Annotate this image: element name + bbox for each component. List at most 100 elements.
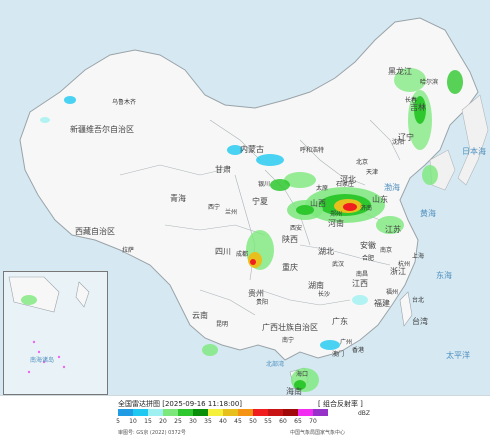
city-urumqi: 乌鲁木齐 [112,99,137,106]
city-hefei: 合肥 [362,255,375,262]
label-jiangsu: 江苏 [385,225,401,234]
south-china-sea-inset [3,271,108,395]
legend-tick-label: 15 [144,418,152,425]
legend-color-bar [118,409,328,416]
legend-swatch [193,409,208,416]
label-guangxi: 广西壮族自治区 [262,323,318,332]
city-guangzhou: 广州 [340,339,353,346]
taiwan-landmass [399,291,413,327]
city-lanzhou: 兰州 [225,209,238,216]
legend-unit: dBZ [358,410,371,417]
label-qinghai: 青海 [170,194,186,203]
radar-echoes [40,68,463,392]
city-fuzhou: 福州 [386,289,399,296]
legend-tick-label: 50 [249,418,257,425]
label-shaanxi: 陕西 [282,235,298,244]
label-zhejiang: 浙江 [390,267,406,276]
label-xinjiang: 新疆维吾尔自治区 [70,125,134,134]
city-hongkong: 香港 [352,347,365,354]
legend-tick-label: 60 [279,418,287,425]
legend-swatch [268,409,283,416]
label-liaoning: 辽宁 [398,133,414,142]
label-yunnan: 云南 [192,311,208,320]
approval-number: 审图号: GS京 (2022) 0372号 [118,430,186,436]
legend-swatch [313,409,328,416]
sea-yellow: 黄海 [420,209,436,218]
legend-swatch [208,409,223,416]
legend-swatch [238,409,253,416]
japan-landmass [457,94,489,186]
city-lhasa: 拉萨 [122,247,135,254]
sea-japan: 日本海 [462,147,486,156]
legend-tick-label: 35 [204,418,212,425]
label-anhui: 安徽 [360,241,376,250]
legend-swatch [178,409,193,416]
city-chengdu: 成都 [236,251,249,258]
city-nanning: 南宁 [282,337,295,344]
legend-tick-label: 40 [219,418,227,425]
label-jiangxi: 江西 [352,279,368,288]
sea-pacific: 太平洋 [446,351,470,360]
city-haikou: 海口 [296,371,309,378]
label-fujian: 福建 [374,299,390,308]
label-xizang: 西藏自治区 [75,227,115,236]
legend-product: [ 组合反射率 ] [318,400,363,408]
legend-swatch [253,409,268,416]
label-ningxia: 宁夏 [252,197,268,206]
inset-map [8,276,90,374]
legend-swatch [148,409,163,416]
china-landmass [19,17,479,361]
legend-swatch [118,409,133,416]
legend-swatch [283,409,298,416]
label-hubei: 湖北 [318,247,334,256]
label-shanxi: 山西 [310,199,326,208]
sea-east: 东海 [436,271,452,280]
label-hebei: 河北 [340,175,356,184]
city-hangzhou: 杭州 [398,261,411,268]
legend-tick-label: 30 [189,418,197,425]
label-jilin: 吉林 [410,103,426,112]
city-taipei: 台北 [412,297,425,304]
label-heilongjiang: 黑龙江 [388,67,412,76]
label-henan: 河南 [328,219,344,228]
city-huhehaote: 呼和浩特 [300,147,325,154]
legend-tick-label: 55 [264,418,272,425]
label-sichuan: 四川 [215,247,231,256]
city-zhengzhou: 郑州 [330,211,343,218]
city-nanjing: 南京 [380,247,393,254]
legend-swatch [163,409,178,416]
sea-bohai: 渤海 [384,183,400,192]
legend-swatch [298,409,313,416]
label-guangdong: 广东 [332,317,348,326]
city-shijiazhuang: 石家庄 [336,181,355,188]
city-jinan: 济南 [360,205,373,212]
label-hainan: 海南 [286,387,302,396]
label-neimenggu: 内蒙古 [240,145,264,154]
city-harbin: 哈尔滨 [420,79,439,86]
legend-tick-label: 65 [294,418,302,425]
legend-tick-label: 10 [129,418,137,425]
city-xining: 西宁 [208,204,221,211]
legend-swatch [133,409,148,416]
legend-tick-label: 45 [234,418,242,425]
city-wuhan: 武汉 [332,261,345,268]
city-macau: 澳门 [332,351,345,358]
city-taiyuan: 太原 [316,185,329,192]
city-shanghai: 上海 [412,253,425,260]
legend-ticks: 5 10 15 20 25 30 35 40 45 50 55 60 65 70 [110,418,370,426]
legend-swatch [223,409,238,416]
city-xian: 西安 [290,225,303,232]
city-tianjin: 天津 [366,169,379,176]
city-beijing: 北京 [356,159,369,166]
city-nanchang: 南昌 [356,271,369,278]
city-changsha: 长沙 [318,291,331,298]
legend-tick-label: 5 [116,418,120,425]
sea-beibu-gulf: 北部湾 [266,361,285,368]
label-guizhou: 贵州 [248,289,264,298]
legend-title: 全国雷达拼图 [2025-09-16 11:18:00] [118,400,243,408]
data-source: 中国气象局国家气象中心 [290,430,346,436]
sea-south-islands: 南海诸岛 [30,357,55,364]
city-yinchuan: 银川 [258,181,271,188]
label-hunan: 湖南 [308,281,324,290]
label-gansu: 甘肃 [215,165,231,174]
